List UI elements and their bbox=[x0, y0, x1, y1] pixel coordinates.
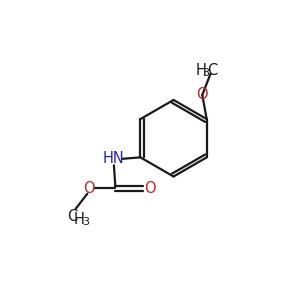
Text: HN: HN bbox=[103, 151, 125, 166]
Text: O: O bbox=[144, 181, 156, 196]
Text: 3: 3 bbox=[202, 68, 210, 78]
Text: H: H bbox=[195, 63, 206, 78]
Text: C: C bbox=[68, 209, 78, 224]
Text: C: C bbox=[207, 63, 217, 78]
Text: H: H bbox=[74, 212, 85, 227]
Text: O: O bbox=[83, 181, 95, 196]
Text: 3: 3 bbox=[82, 217, 89, 227]
Text: O: O bbox=[196, 87, 208, 102]
